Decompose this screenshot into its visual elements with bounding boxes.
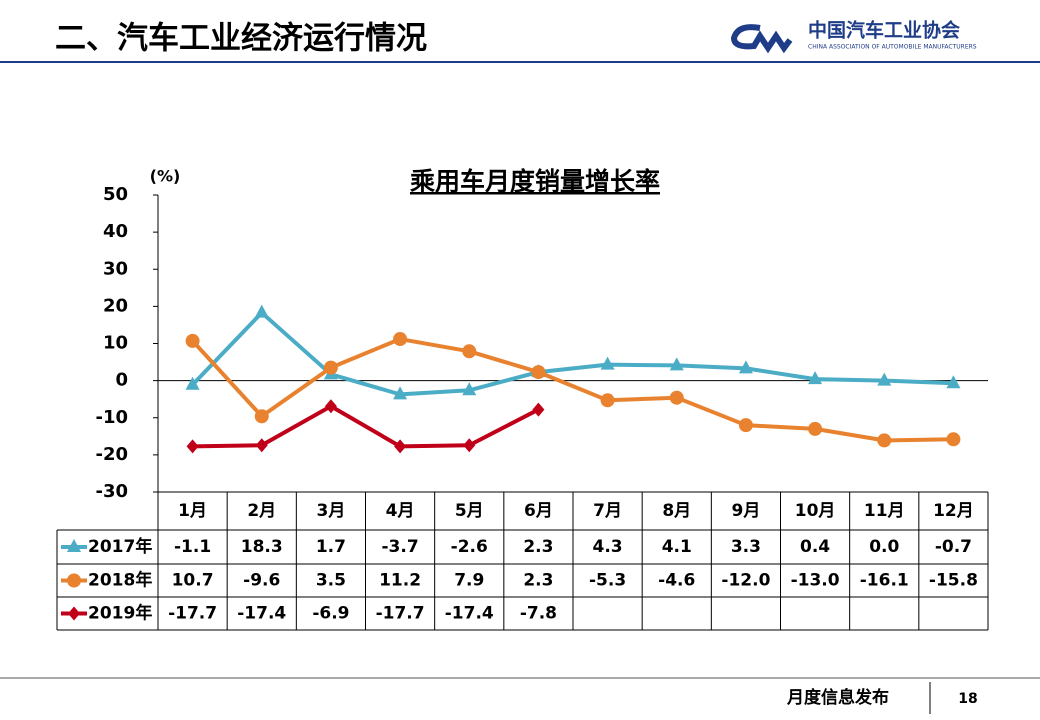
y-tick-label: 20	[103, 295, 128, 316]
marker	[254, 304, 269, 318]
data-label: -1.1	[174, 537, 211, 557]
marker	[808, 421, 823, 436]
x-tick-label: 4月	[386, 501, 415, 521]
marker	[67, 539, 81, 552]
marker	[877, 433, 892, 448]
legend-label: 2019年	[88, 603, 152, 624]
data-label: 2.3	[523, 537, 553, 557]
x-tick-label: 3月	[316, 501, 345, 521]
marker	[463, 438, 476, 453]
data-label: -15.8	[929, 571, 978, 591]
data-label: 4.3	[593, 537, 623, 557]
series-line	[191, 310, 954, 397]
series-line	[192, 404, 540, 449]
data-label: -7.8	[520, 604, 557, 624]
x-tick-label: 12月	[933, 501, 974, 521]
data-label: -9.6	[243, 571, 280, 591]
marker	[600, 356, 615, 370]
x-tick-label: 8月	[662, 501, 691, 521]
data-label: -4.6	[658, 571, 695, 591]
data-label: -12.0	[721, 571, 770, 591]
chart-title: 乘用车月度销量增长率	[410, 167, 660, 196]
data-label: 2.3	[523, 571, 553, 591]
data-label: -13.0	[791, 571, 840, 591]
data-label: -6.9	[312, 604, 349, 624]
x-tick-label: 2月	[247, 501, 276, 521]
marker	[185, 333, 200, 348]
y-tick-label: -10	[95, 407, 128, 428]
marker	[67, 573, 81, 588]
x-tick-label: 9月	[731, 501, 760, 521]
marker	[669, 390, 684, 405]
org-name: 中国汽车工业协会	[808, 19, 960, 42]
x-tick-label: 6月	[524, 501, 553, 521]
marker	[669, 357, 684, 371]
legend-label: 2017年	[88, 536, 152, 557]
x-tick-label: 7月	[593, 501, 622, 521]
data-label: -2.6	[451, 537, 488, 557]
marker	[393, 332, 408, 347]
data-label: 4.1	[662, 537, 692, 557]
marker	[738, 418, 753, 433]
data-label: 7.9	[454, 571, 484, 591]
y-tick-label: 50	[103, 184, 128, 205]
slide-title: 二、汽车工业经济运行情况	[55, 21, 427, 57]
marker	[324, 399, 337, 414]
series-line	[191, 337, 954, 443]
org-name-en: CHINA ASSOCIATION OF AUTOMOBILE MANUFACT…	[808, 44, 977, 51]
y-tick-label: 40	[103, 221, 128, 242]
y-tick-label: 30	[103, 258, 128, 279]
data-label: -17.7	[168, 604, 217, 624]
y-tick-label: -30	[95, 481, 128, 502]
data-label: -5.3	[589, 571, 626, 591]
data-label: -3.7	[381, 537, 418, 557]
data-label: 10.7	[172, 571, 214, 591]
footer-text: 月度信息发布	[786, 687, 889, 708]
data-label: 0.0	[869, 537, 899, 557]
y-tick-label: 0	[115, 370, 128, 391]
marker	[255, 438, 268, 453]
marker	[531, 365, 546, 380]
y-tick-label: 10	[103, 333, 128, 354]
data-label: 3.3	[731, 537, 761, 557]
marker	[185, 376, 200, 390]
marker	[877, 372, 892, 386]
legend-label: 2018年	[88, 570, 152, 591]
data-label: 0.4	[800, 537, 830, 557]
marker	[186, 439, 199, 454]
marker	[68, 606, 80, 621]
data-label: 18.3	[241, 537, 283, 557]
x-tick-label: 5月	[455, 501, 484, 521]
marker	[946, 432, 961, 447]
marker	[808, 371, 823, 385]
marker	[532, 402, 545, 417]
data-label: 1.7	[316, 537, 346, 557]
marker	[600, 393, 615, 408]
data-label: -17.7	[376, 604, 425, 624]
data-label: 11.2	[379, 571, 421, 591]
x-tick-label: 11月	[864, 501, 905, 521]
marker	[946, 375, 961, 389]
marker	[393, 386, 408, 400]
logo	[730, 24, 793, 54]
data-label: 3.5	[316, 571, 346, 591]
marker	[254, 409, 269, 424]
marker	[394, 439, 407, 454]
x-tick-label: 1月	[178, 501, 207, 521]
data-label: -17.4	[445, 604, 494, 624]
marker	[738, 360, 753, 374]
marker	[462, 382, 477, 396]
y-tick-label: -20	[95, 444, 128, 465]
y-axis-label: (%)	[150, 167, 181, 186]
data-label: -0.7	[935, 537, 972, 557]
marker	[323, 360, 338, 375]
data-label: -16.1	[860, 571, 909, 591]
page-number: 18	[958, 691, 977, 707]
data-label: -17.4	[237, 604, 286, 624]
marker	[462, 344, 477, 359]
x-tick-label: 10月	[795, 501, 836, 521]
